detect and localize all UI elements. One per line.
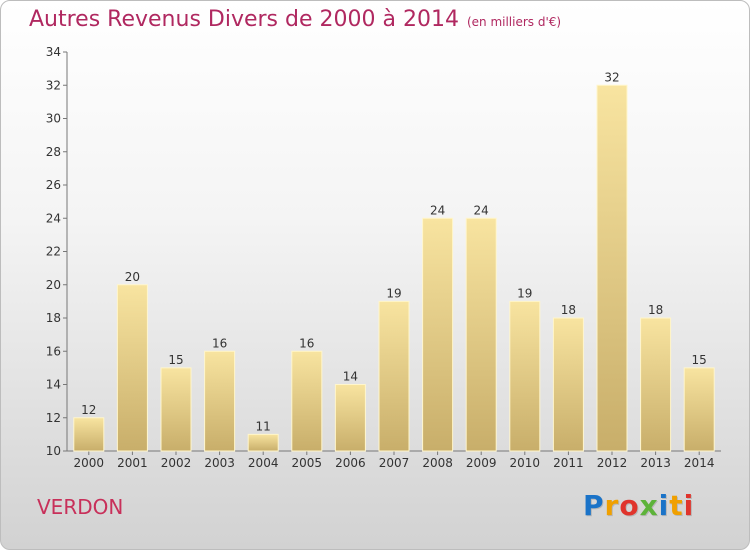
x-tick-label-2000: 2000 bbox=[74, 456, 105, 470]
logo-letter: x bbox=[639, 489, 659, 522]
chart-title: Autres Revenus Divers de 2000 à 2014 (en … bbox=[29, 7, 561, 32]
data-label-2003: 16 bbox=[212, 336, 227, 350]
bar-2010 bbox=[509, 300, 541, 452]
chart-subtitle: (en milliers d'€) bbox=[466, 15, 562, 29]
y-tick-label: 14 bbox=[46, 378, 61, 392]
bar-2007 bbox=[378, 300, 410, 452]
data-label-2002: 15 bbox=[168, 353, 183, 367]
x-tick-label-2014: 2014 bbox=[684, 456, 715, 470]
y-tick-label: 12 bbox=[46, 411, 61, 425]
x-tick-label-2007: 2007 bbox=[379, 456, 410, 470]
proxiti-logo[interactable]: Proxiti bbox=[583, 489, 694, 522]
data-label-2014: 15 bbox=[692, 353, 707, 367]
y-tick-label: 30 bbox=[46, 112, 61, 126]
x-tick-label-2008: 2008 bbox=[422, 456, 453, 470]
data-label-2007: 19 bbox=[386, 286, 401, 300]
x-tick-label-2006: 2006 bbox=[335, 456, 366, 470]
y-tick-label: 20 bbox=[46, 278, 61, 292]
y-tick-label: 34 bbox=[46, 45, 61, 59]
data-label-2008: 24 bbox=[430, 203, 445, 217]
bar-2003 bbox=[204, 350, 236, 452]
x-tick-label-2003: 2003 bbox=[204, 456, 235, 470]
y-tick-label: 26 bbox=[46, 178, 61, 192]
logo-letter: t bbox=[669, 489, 684, 522]
bar-2012 bbox=[596, 84, 628, 452]
data-label-2000: 12 bbox=[81, 403, 96, 417]
data-label-2010: 19 bbox=[517, 286, 532, 300]
y-tick-label: 16 bbox=[46, 344, 61, 358]
x-tick-label-2002: 2002 bbox=[161, 456, 192, 470]
y-tick-label: 32 bbox=[46, 78, 61, 92]
bar-2014 bbox=[683, 367, 715, 452]
x-tick-label-2004: 2004 bbox=[248, 456, 279, 470]
x-tick-label-2011: 2011 bbox=[553, 456, 584, 470]
x-tick-label-2010: 2010 bbox=[510, 456, 541, 470]
bar-2013 bbox=[640, 317, 672, 452]
bar-2011 bbox=[552, 317, 584, 452]
y-tick-label: 22 bbox=[46, 245, 61, 259]
data-label-2009: 24 bbox=[474, 203, 489, 217]
logo-letter: o bbox=[619, 489, 640, 522]
bar-2005 bbox=[291, 350, 323, 452]
logo-letter: i bbox=[658, 489, 670, 522]
x-tick-label-2013: 2013 bbox=[640, 456, 671, 470]
y-tick-label: 18 bbox=[46, 311, 61, 325]
y-tick-label: 24 bbox=[46, 211, 61, 225]
chart-title-text: Autres Revenus Divers de 2000 à 2014 bbox=[29, 7, 459, 32]
data-label-2013: 18 bbox=[648, 303, 663, 317]
bar-2001 bbox=[116, 284, 148, 452]
x-tick-label-2012: 2012 bbox=[597, 456, 628, 470]
x-tick-label-2001: 2001 bbox=[117, 456, 148, 470]
data-label-2012: 32 bbox=[604, 70, 619, 84]
bar-2006 bbox=[334, 384, 366, 452]
bar-2008 bbox=[422, 217, 454, 452]
bar-2000 bbox=[73, 417, 105, 452]
logo-letter: r bbox=[604, 489, 620, 522]
data-label-2005: 16 bbox=[299, 336, 314, 350]
logo-letter: P bbox=[583, 489, 605, 522]
data-label-2006: 14 bbox=[343, 370, 358, 384]
y-tick-label: 10 bbox=[46, 444, 61, 458]
y-tick-label: 28 bbox=[46, 145, 61, 159]
x-tick-label-2005: 2005 bbox=[292, 456, 323, 470]
bar-2009 bbox=[465, 217, 497, 452]
data-label-2011: 18 bbox=[561, 303, 576, 317]
data-label-2004: 11 bbox=[256, 419, 271, 433]
data-label-2001: 20 bbox=[125, 270, 140, 284]
bar-2002 bbox=[160, 367, 192, 452]
town-name: VERDON bbox=[37, 495, 124, 519]
axes: 10 12 14 16 18 20 22 24 26 28 30 32 34 2000 2001 2002 20… bbox=[46, 45, 721, 470]
bars: 12 20 15 16 11 16 14 19 24 24 19 18 32 18 15 bbox=[73, 70, 715, 452]
bar-2004 bbox=[247, 433, 279, 452]
x-tick-label-2009: 2009 bbox=[466, 456, 497, 470]
logo-letter: i bbox=[683, 489, 695, 522]
